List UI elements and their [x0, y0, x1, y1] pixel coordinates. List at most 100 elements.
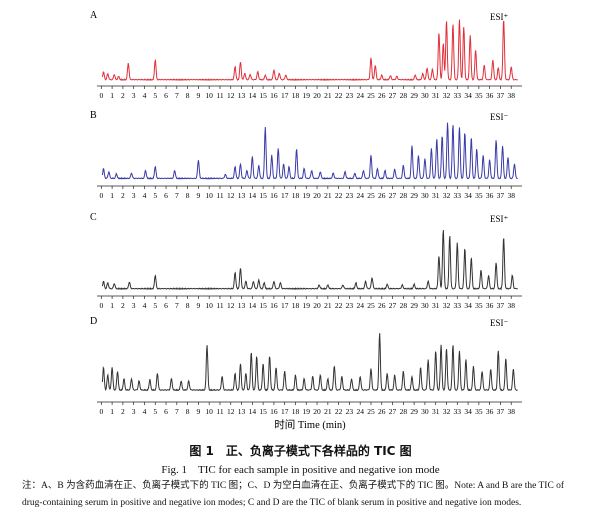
- x-tick-label: 31: [432, 91, 440, 100]
- x-tick-label: 32: [443, 301, 451, 310]
- x-tick-label: 18: [292, 407, 300, 416]
- x-tick-label: 3: [132, 301, 136, 310]
- x-tick-label: 21: [324, 301, 332, 310]
- x-tick-label: 20: [313, 301, 321, 310]
- x-tick-label: 4: [143, 191, 147, 200]
- x-tick-label: 19: [303, 91, 311, 100]
- x-tick-label: 25: [367, 91, 375, 100]
- x-tick-label: 24: [356, 91, 364, 100]
- x-tick-label: 34: [464, 191, 472, 200]
- x-tick-label: 18: [292, 91, 300, 100]
- x-tick-label: 37: [497, 301, 505, 310]
- x-tick-label: 12: [227, 407, 235, 416]
- x-tick-label: 3: [132, 91, 136, 100]
- x-tick-label: 20: [313, 91, 321, 100]
- x-tick-label: 0: [99, 407, 103, 416]
- x-tick-label: 5: [153, 191, 157, 200]
- x-tick-label: 28: [400, 191, 408, 200]
- ion-mode-label: ESI⁺: [490, 214, 509, 224]
- x-tick-label: 32: [443, 407, 451, 416]
- x-tick-label: 18: [292, 301, 300, 310]
- x-tick-label: 19: [303, 301, 311, 310]
- x-tick-label: 24: [356, 301, 364, 310]
- x-axis-title: 时间 Time (min): [274, 418, 346, 431]
- x-tick-label: 37: [497, 191, 505, 200]
- x-tick-label: 0: [99, 301, 103, 310]
- x-tick-label: 14: [249, 301, 257, 310]
- x-tick-label: 1: [110, 191, 114, 200]
- x-tick-label: 36: [486, 191, 494, 200]
- x-tick-label: 3: [132, 191, 136, 200]
- x-tick-label: 8: [186, 407, 190, 416]
- panel-label: D: [90, 316, 97, 327]
- x-tick-label: 25: [367, 301, 375, 310]
- figure-caption-en: Fig. 1 TIC for each sample in positive a…: [161, 464, 440, 476]
- x-tick-label: 38: [507, 191, 515, 200]
- panel-label: A: [90, 10, 98, 21]
- x-tick-label: 34: [464, 407, 472, 416]
- x-tick-label: 23: [346, 91, 354, 100]
- x-tick-label: 33: [454, 191, 462, 200]
- x-tick-label: 16: [270, 407, 278, 416]
- x-tick-label: 9: [197, 301, 201, 310]
- x-tick-label: 15: [259, 301, 267, 310]
- x-tick-label: 3: [132, 407, 136, 416]
- tic-trace-A: [101, 19, 518, 81]
- x-tick-label: 17: [281, 191, 289, 200]
- x-tick-label: 22: [335, 407, 343, 416]
- x-tick-label: 7: [175, 407, 179, 416]
- x-tick-label: 35: [475, 301, 483, 310]
- x-tick-label: 24: [356, 407, 364, 416]
- x-tick-label: 12: [227, 191, 235, 200]
- x-tick-label: 37: [497, 407, 505, 416]
- panel-A: A ESI⁺0 1 2 3 4 5 6 7 8 9 10 11 12 13 14 15 16 17 18 19 20 21 2…: [90, 10, 522, 100]
- x-tick-label: 18: [292, 191, 300, 200]
- x-tick-label: 12: [227, 301, 235, 310]
- x-tick-label: 14: [249, 191, 257, 200]
- x-tick-label: 11: [216, 191, 223, 200]
- x-tick-label: 13: [238, 91, 246, 100]
- figure-caption-cn: 图 1 正、负离子模式下各样品的 TIC 图: [189, 444, 412, 458]
- x-tick-label: 21: [324, 407, 332, 416]
- x-tick-label: 29: [410, 301, 418, 310]
- x-tick-label: 26: [378, 301, 386, 310]
- x-tick-label: 30: [421, 407, 429, 416]
- x-tick-label: 19: [303, 191, 311, 200]
- x-tick-label: 2: [121, 301, 125, 310]
- x-tick-label: 17: [281, 407, 289, 416]
- x-tick-label: 9: [197, 191, 201, 200]
- x-tick-label: 30: [421, 301, 429, 310]
- x-tick-label: 2: [121, 91, 125, 100]
- x-tick-label: 38: [507, 91, 515, 100]
- x-tick-label: 25: [367, 407, 375, 416]
- x-tick-label: 15: [259, 91, 267, 100]
- x-tick-label: 14: [249, 407, 257, 416]
- x-tick-label: 30: [421, 191, 429, 200]
- x-tick-label: 19: [303, 407, 311, 416]
- panel-D: D ESI⁻0 1 2 3 4 5 6 7 8 9 10 11 12 13 14 15 16 17 18 19 20 21 2…: [90, 316, 522, 416]
- x-tick-label: 28: [400, 301, 408, 310]
- x-tick-label: 27: [389, 301, 397, 310]
- panel-label: B: [90, 110, 97, 121]
- tic-trace-D: [101, 333, 518, 392]
- x-tick-label: 16: [270, 301, 278, 310]
- x-tick-label: 10: [205, 91, 213, 100]
- x-tick-label: 13: [238, 301, 246, 310]
- ion-mode-label: ESI⁻: [490, 112, 509, 122]
- x-tick-label: 36: [486, 301, 494, 310]
- x-tick-label: 14: [249, 91, 257, 100]
- x-tick-label: 29: [410, 91, 418, 100]
- x-tick-label: 8: [186, 301, 190, 310]
- x-tick-label: 0: [99, 191, 103, 200]
- x-tick-label: 38: [507, 301, 515, 310]
- x-tick-label: 21: [324, 191, 332, 200]
- x-tick-label: 4: [143, 407, 147, 416]
- x-tick-label: 6: [164, 191, 168, 200]
- x-tick-label: 27: [389, 91, 397, 100]
- x-tick-label: 5: [153, 407, 157, 416]
- x-tick-label: 0: [99, 91, 103, 100]
- x-tick-label: 11: [216, 91, 223, 100]
- x-tick-label: 23: [346, 301, 354, 310]
- x-tick-label: 1: [110, 91, 114, 100]
- x-tick-label: 33: [454, 91, 462, 100]
